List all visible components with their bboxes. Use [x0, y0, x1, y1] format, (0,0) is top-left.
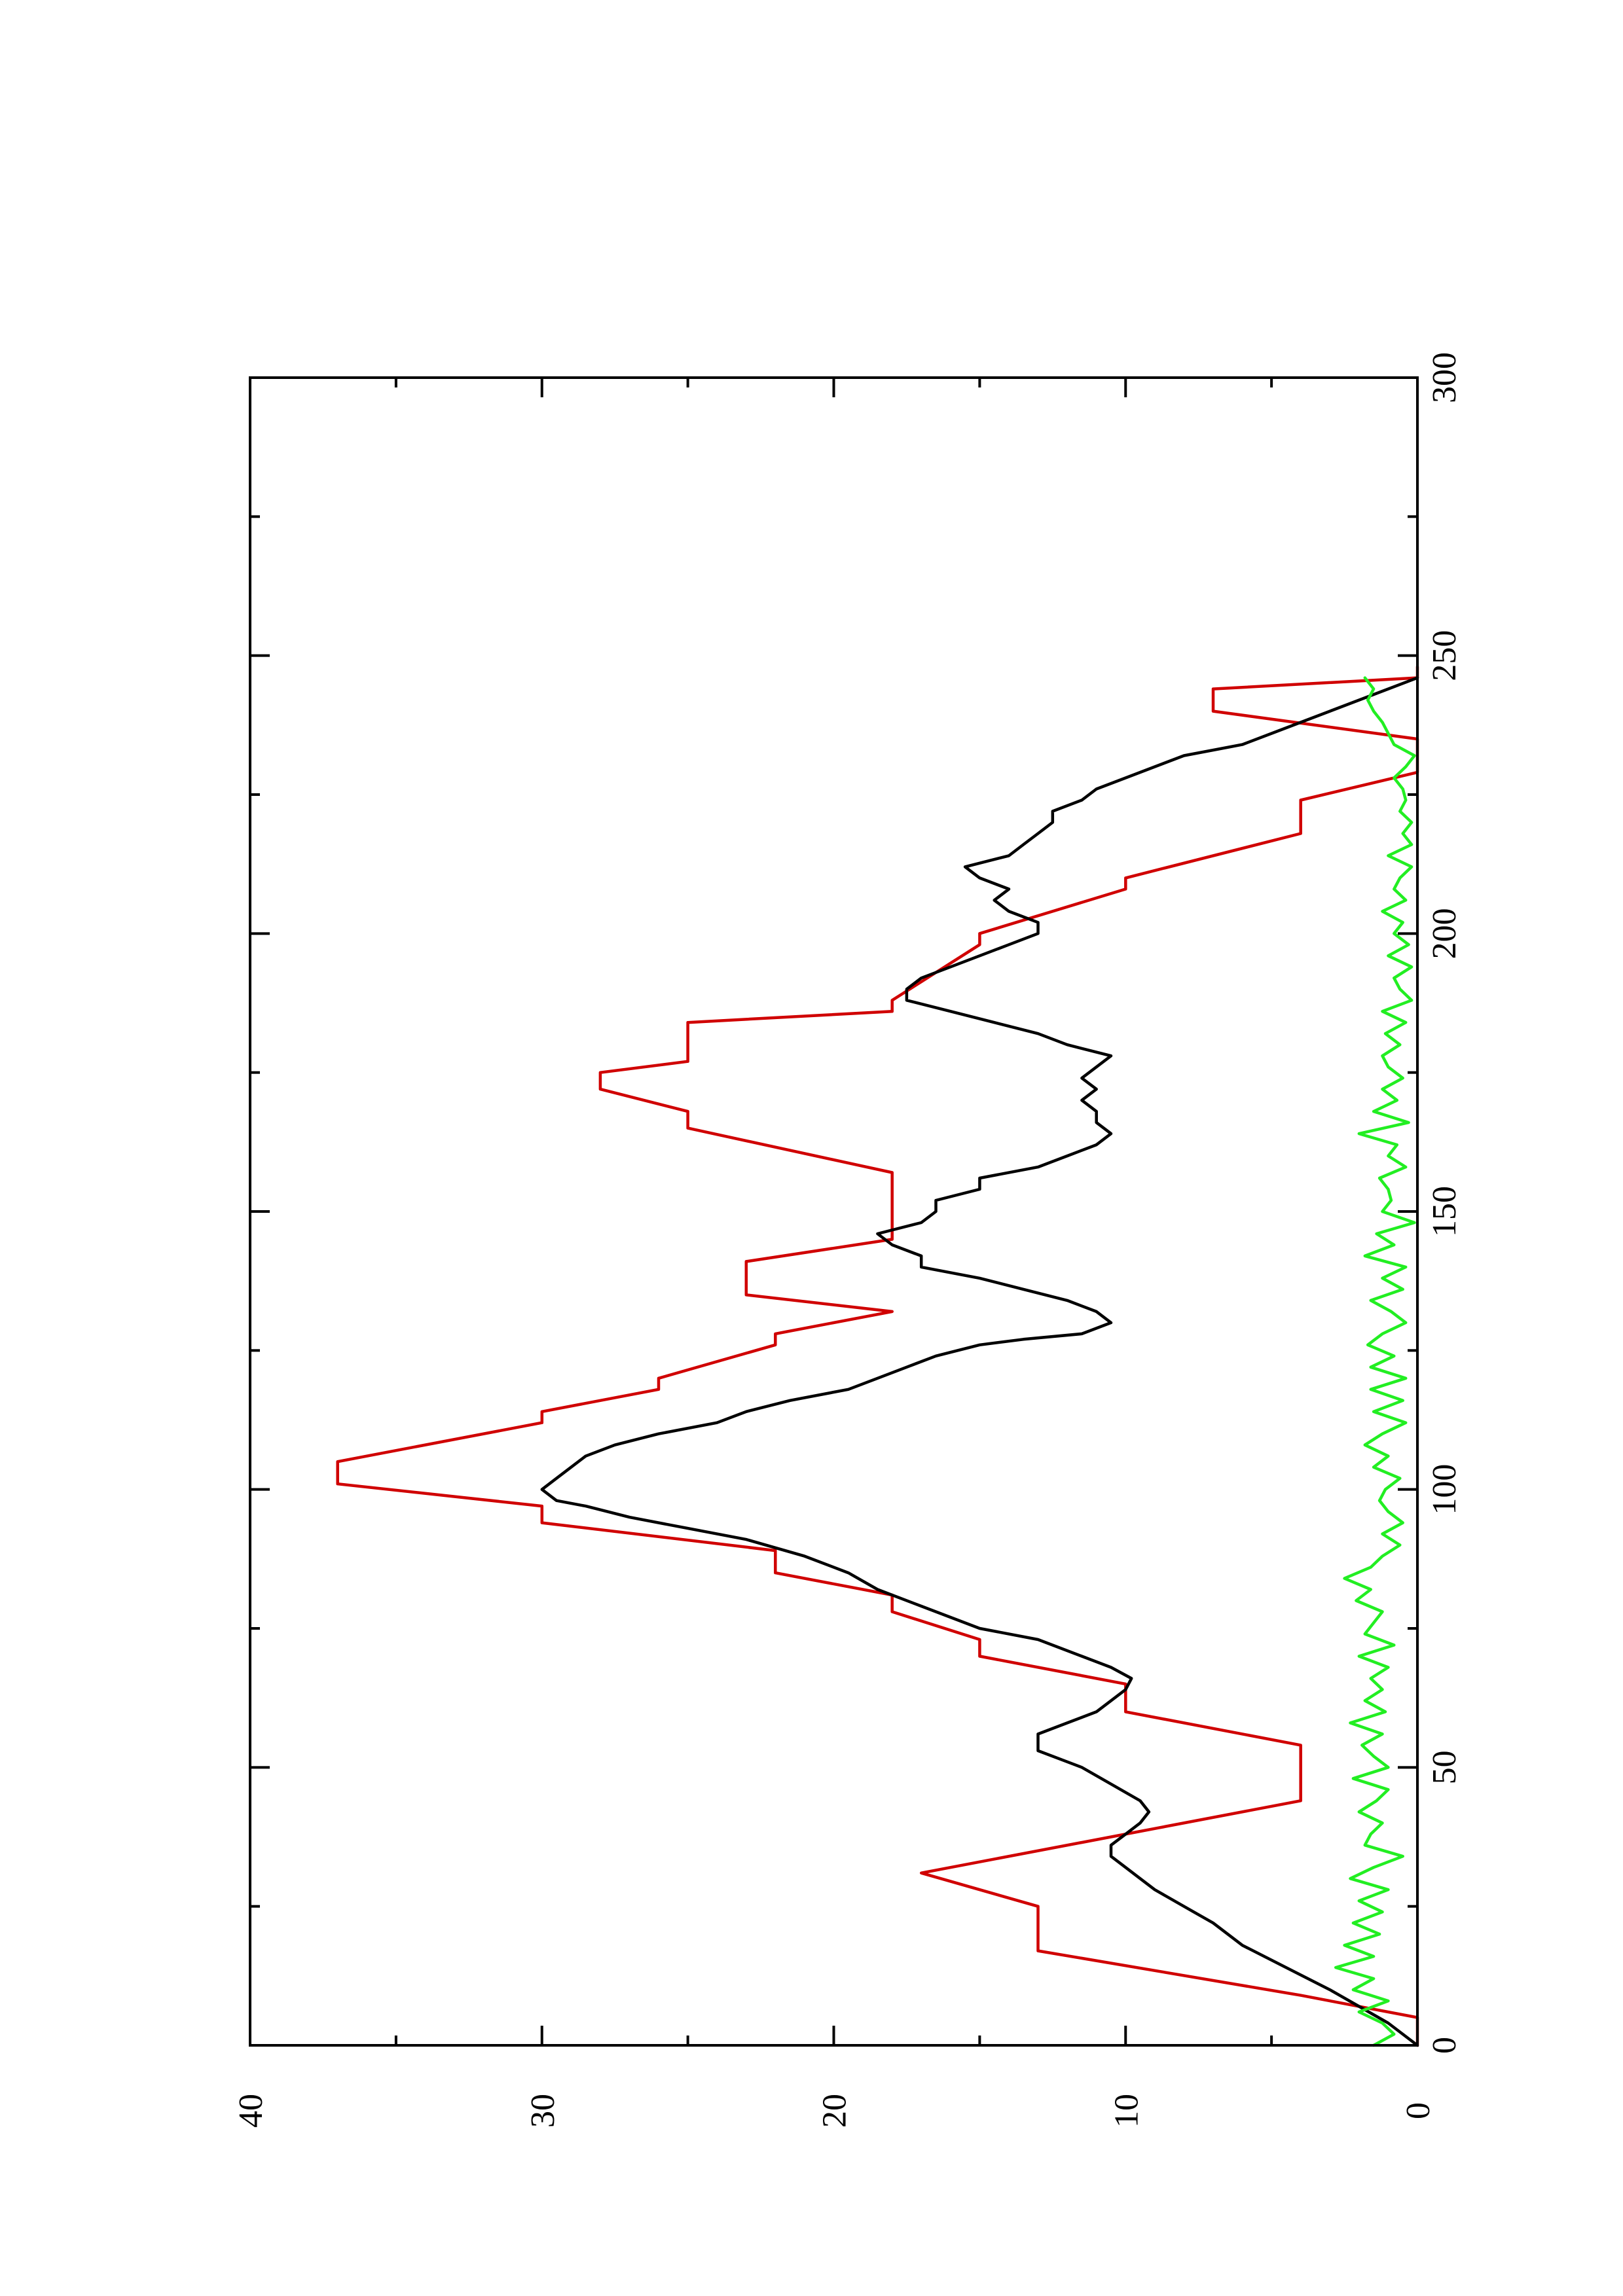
plot-area	[336, 665, 1419, 2047]
y-tick-label: 0	[1400, 2102, 1437, 2119]
x-tick-label: 150	[1426, 1186, 1463, 1237]
y-tick-label: 10	[1108, 2094, 1145, 2128]
series-line-1	[336, 665, 1419, 2047]
x-tick-label: 100	[1426, 1464, 1463, 1515]
x-tick-label: 300	[1426, 352, 1463, 403]
x-tick-label: 0	[1426, 2037, 1463, 2054]
axis-tick-labels: 0 50 100 150 200 250 300 0 10 20 30 40	[232, 352, 1463, 2128]
x-tick-label: 250	[1426, 630, 1463, 681]
y-tick-label: 30	[524, 2094, 562, 2128]
series-line-2	[540, 676, 1419, 2047]
y-tick-label: 40	[232, 2094, 270, 2128]
plot-frame	[249, 376, 1419, 2047]
x-tick-label: 50	[1426, 1750, 1463, 1784]
y-tick-label: 20	[816, 2094, 854, 2128]
series-line-3	[1334, 676, 1416, 2047]
axis-ticks	[249, 376, 1419, 2047]
x-tick-label: 200	[1426, 908, 1463, 959]
